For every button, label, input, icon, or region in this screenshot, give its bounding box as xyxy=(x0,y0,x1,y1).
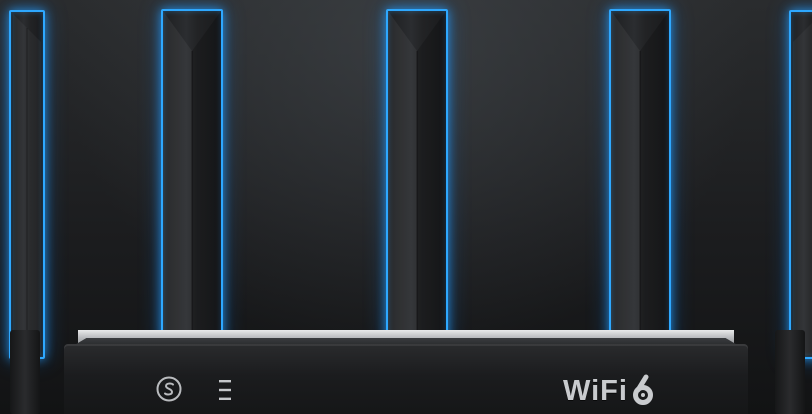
antenna-hinge-left xyxy=(10,330,40,414)
stylized-6-icon xyxy=(632,374,653,405)
antenna-center xyxy=(386,9,448,343)
wifi-label: WiFi xyxy=(563,375,628,407)
antenna-facet xyxy=(388,11,446,341)
antenna-far-right xyxy=(789,10,812,359)
wifi6-logo: WiFi xyxy=(563,372,656,406)
antenna-facet xyxy=(611,11,669,341)
s-circle-logo-icon xyxy=(156,376,182,402)
antenna-left xyxy=(161,9,223,343)
three-bar-led-icon xyxy=(219,380,231,400)
antenna-far-left xyxy=(9,10,45,359)
antenna-hinge-right xyxy=(775,330,805,414)
router-front-panel xyxy=(64,344,748,414)
antenna-right xyxy=(609,9,671,343)
antenna-facet xyxy=(13,14,41,355)
antenna-facet xyxy=(163,11,221,341)
antenna-facet xyxy=(793,23,812,355)
